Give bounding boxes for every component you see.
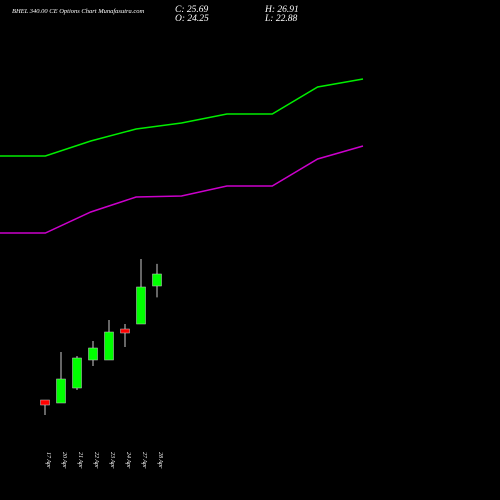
x-tick-label: 27 Apr bbox=[141, 452, 147, 469]
band-line bbox=[0, 145, 364, 234]
chart-title: BHEL 340.00 CE Options Chart Munafasutra… bbox=[12, 8, 145, 15]
x-tick-label: 21 Apr bbox=[77, 452, 83, 469]
candle-body bbox=[72, 357, 82, 389]
candle-body bbox=[120, 328, 130, 334]
candle-body bbox=[136, 286, 146, 325]
ohlc-open: O: 24.25 bbox=[175, 14, 209, 24]
candle-body bbox=[56, 378, 66, 404]
band-line bbox=[0, 78, 364, 157]
candle-body bbox=[152, 273, 162, 287]
x-tick-label: 28 Apr bbox=[157, 452, 163, 469]
ohlc-low: L: 22.88 bbox=[264, 14, 297, 24]
ohlc-high: H: 26.91 bbox=[264, 5, 299, 15]
x-tick-label: 22 Apr bbox=[93, 452, 99, 469]
candle-body bbox=[104, 331, 114, 361]
candle-body bbox=[88, 347, 98, 361]
ohlc-close: C: 25.69 bbox=[175, 5, 209, 15]
x-tick-label: 20 Apr bbox=[61, 452, 67, 469]
x-tick-label: 17 Apr bbox=[45, 452, 51, 469]
x-tick-label: 24 Apr bbox=[125, 452, 132, 469]
candle-body bbox=[40, 399, 50, 406]
x-tick-label: 23 Apr bbox=[109, 452, 115, 469]
